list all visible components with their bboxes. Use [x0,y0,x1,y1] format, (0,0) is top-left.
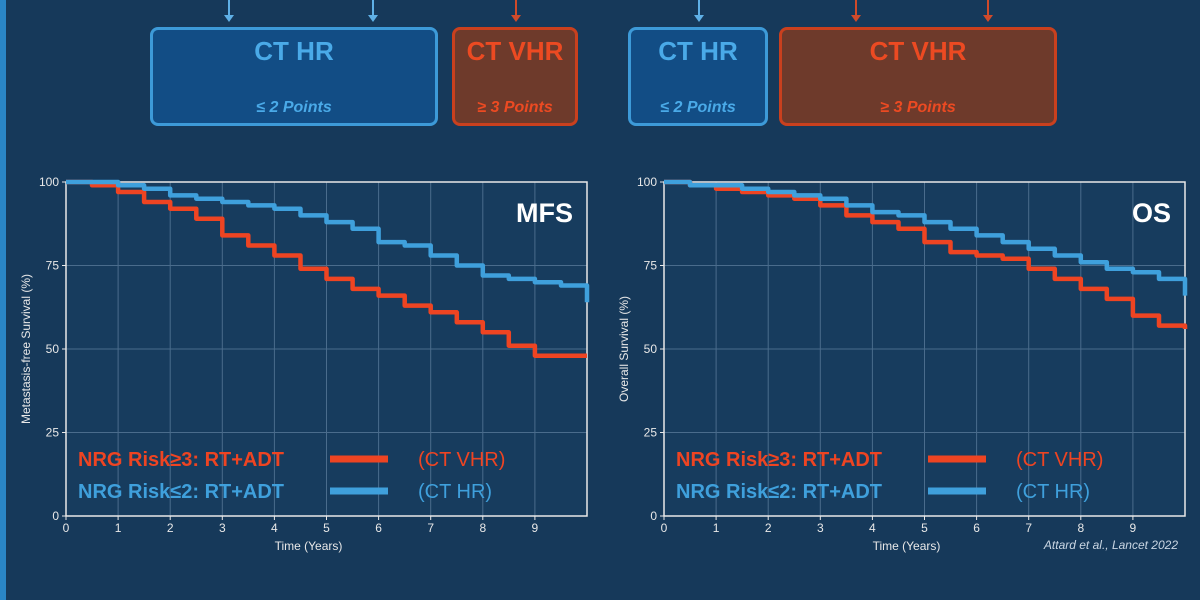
box-points: ≤ 2 Points [256,99,332,116]
y-tick-label: 25 [46,426,60,440]
y-tick-label: 50 [46,342,60,356]
legend-note: (CT HR) [418,481,492,503]
chart-title: OS [1132,198,1171,228]
series-line-hr [664,179,1188,296]
series-line-vhr [66,179,587,358]
legend-label: NRG Risk≥3: RT+ADT [78,449,284,471]
arrow-icon [851,0,861,22]
y-tick-label: 50 [644,342,658,356]
legend-label: NRG Risk≥3: RT+ADT [676,449,882,471]
category-box-ct-hr: CT HR ≤ 2 Points [628,27,768,126]
chart-title: MFS [516,198,573,228]
x-tick-label: 5 [921,521,928,535]
x-tick-label: 2 [167,521,174,535]
x-tick-label: 7 [1025,521,1032,535]
arrow-icon [694,0,704,22]
arrow-icon [511,0,521,22]
legend-note: (CT VHR) [1016,449,1103,471]
category-box-ct-vhr: CT VHR ≥ 3 Points [779,27,1057,126]
category-box-ct-hr: CT HR ≤ 2 Points [150,27,438,126]
box-points: ≤ 2 Points [660,99,736,116]
x-axis-label: Time (Years) [873,539,941,553]
box-points: ≥ 3 Points [477,99,553,116]
series-line-vhr [664,179,1188,329]
series-line-hr [66,179,590,303]
x-tick-label: 9 [1130,521,1137,535]
box-title: CT VHR [869,36,967,66]
y-axis-label: Metastasis-free Survival (%) [19,274,33,424]
chart-os [660,179,1188,520]
x-tick-label: 3 [219,521,226,535]
legend-note: (CT VHR) [418,449,505,471]
y-tick-label: 0 [650,509,657,523]
x-tick-label: 8 [479,521,486,535]
x-tick-label: 5 [323,521,330,535]
y-tick-label: 100 [637,175,657,189]
y-tick-label: 75 [46,259,60,273]
x-tick-label: 8 [1077,521,1084,535]
arrow-icon [224,0,234,22]
x-tick-label: 3 [817,521,824,535]
x-tick-label: 1 [115,521,122,535]
category-box-ct-vhr: CT VHR ≥ 3 Points [452,27,578,126]
x-tick-label: 0 [63,521,70,535]
x-tick-label: 4 [271,521,278,535]
box-points: ≥ 3 Points [880,99,956,116]
legend-label: NRG Risk≤2: RT+ADT [676,481,882,503]
y-tick-label: 25 [644,426,658,440]
x-tick-label: 0 [661,521,668,535]
x-tick-label: 6 [973,521,980,535]
slide-edge-bar [0,0,6,600]
chart-mfs [62,179,590,520]
box-title: CT VHR [466,36,564,66]
legend-label: NRG Risk≤2: RT+ADT [78,481,284,503]
x-tick-label: 7 [427,521,434,535]
legend-note: (CT HR) [1016,481,1090,503]
box-title: CT HR [254,36,334,66]
x-tick-label: 6 [375,521,382,535]
box-title: CT HR [658,36,738,66]
citation: Attard et al., Lancet 2022 [1043,538,1178,552]
y-tick-label: 100 [39,175,59,189]
x-tick-label: 1 [713,521,720,535]
y-tick-label: 75 [644,259,658,273]
y-axis-label: Overall Survival (%) [617,296,631,402]
arrow-icon [368,0,378,22]
arrow-icon [983,0,993,22]
x-axis-label: Time (Years) [275,539,343,553]
x-tick-label: 4 [869,521,876,535]
y-tick-label: 0 [52,509,59,523]
x-tick-label: 9 [532,521,539,535]
x-tick-label: 2 [765,521,772,535]
